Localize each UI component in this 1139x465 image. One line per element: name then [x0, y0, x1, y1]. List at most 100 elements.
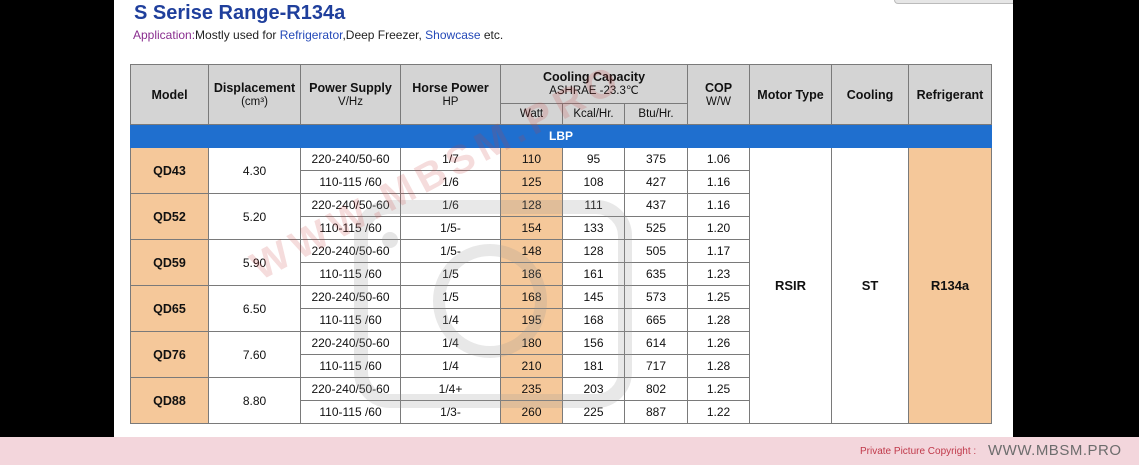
watt-cell: 180 — [500, 331, 563, 355]
btu-cell: 635 — [624, 262, 688, 286]
watt-cell: 148 — [500, 239, 563, 263]
footer-bar: Private Picture Copyright : WWW.MBSM.PRO — [0, 437, 1139, 465]
application-label: Application: — [133, 28, 196, 42]
table-row: QD43 4.30 220-240/50-60 1/7 110 95 375 1.06 RSIR… — [130, 147, 992, 424]
cop-cell: 1.16 — [687, 170, 750, 194]
horse-power-cell: 1/5- — [400, 216, 501, 240]
horse-power-cell: 1/7 — [400, 147, 501, 171]
application-text: Mostly used for — [195, 28, 280, 42]
col-header-watt: Watt — [500, 103, 563, 125]
btu-cell: 427 — [624, 170, 688, 194]
btu-cell: 525 — [624, 216, 688, 240]
btu-cell: 437 — [624, 193, 688, 217]
kcal-cell: 133 — [562, 216, 625, 240]
horse-power-cell: 1/6 — [400, 170, 501, 194]
btu-cell: 614 — [624, 331, 688, 355]
cop-cell: 1.25 — [687, 377, 750, 401]
kcal-cell: 156 — [562, 331, 625, 355]
horse-power-cell: 1/4 — [400, 354, 501, 378]
copyright-site: WWW.MBSM.PRO — [988, 442, 1122, 459]
power-supply-cell: 220-240/50-60 — [300, 193, 401, 217]
col-header-cooling: Cooling — [831, 64, 909, 125]
showcase-link[interactable]: Showcase — [425, 28, 481, 42]
kcal-cell: 128 — [562, 239, 625, 263]
col-header-motor-type: Motor Type — [749, 64, 832, 125]
table-row: 110-115 /60 1/6 125 108 427 1.16 — [131, 170, 992, 194]
table-row: 110-115 /60 1/3- 260 225 887 1.22 — [131, 400, 992, 424]
horse-power-cell: 1/5 — [400, 285, 501, 309]
power-supply-cell: 110-115 /60 — [300, 170, 401, 194]
cop-cell: 1.22 — [687, 400, 750, 424]
col-header-refrigerant: Refrigerant — [908, 64, 992, 125]
model-cell: QD43 — [130, 147, 209, 194]
btu-cell: 887 — [624, 400, 688, 424]
power-supply-cell: 220-240/50-60 — [300, 331, 401, 355]
watt-cell: 128 — [500, 193, 563, 217]
displacement-cell: 5.20 — [208, 193, 301, 240]
col-header-horse-power: Horse Power HP — [400, 64, 501, 125]
spec-sheet: S Serise Range-R134a Application:Mostly … — [114, 0, 1013, 437]
kcal-cell: 161 — [562, 262, 625, 286]
btu-cell: 665 — [624, 308, 688, 332]
refrigerator-link[interactable]: Refrigerator — [279, 28, 343, 42]
kcal-cell: 168 — [562, 308, 625, 332]
cop-cell: 1.20 — [687, 216, 750, 240]
power-supply-cell: 220-240/50-60 — [300, 377, 401, 401]
power-supply-cell: 220-240/50-60 — [300, 285, 401, 309]
col-header-power-supply: Power Supply V/Hz — [300, 64, 401, 125]
displacement-cell: 4.30 — [208, 147, 301, 194]
copyright-label: Private Picture Copyright : — [860, 446, 977, 457]
watt-cell: 110 — [500, 147, 563, 171]
power-supply-cell: 110-115 /60 — [300, 308, 401, 332]
watt-cell: 168 — [500, 285, 563, 309]
kcal-cell: 95 — [562, 147, 625, 171]
application-line: Application:Mostly used for Refrigerator… — [133, 28, 503, 42]
power-supply-cell: 110-115 /60 — [300, 262, 401, 286]
spec-table: Model Displacement (cm³) Power Supply V/Hz… — [130, 64, 992, 424]
btu-cell: 802 — [624, 377, 688, 401]
horse-power-cell: 1/4 — [400, 308, 501, 332]
btu-cell: 375 — [624, 147, 688, 171]
power-supply-cell: 110-115 /60 — [300, 400, 401, 424]
cop-cell: 1.17 — [687, 239, 750, 263]
page-title: S Serise Range-R134a — [134, 2, 346, 24]
lbp-band: LBP — [130, 124, 992, 148]
cop-cell: 1.26 — [687, 331, 750, 355]
cop-cell: 1.28 — [687, 308, 750, 332]
col-header-cooling-capacity: Cooling Capacity ASHRAE -23.3℃ — [500, 64, 688, 104]
kcal-cell: 181 — [562, 354, 625, 378]
model-cell: QD65 — [130, 285, 209, 332]
watt-cell: 235 — [500, 377, 563, 401]
displacement-cell: 7.60 — [208, 331, 301, 378]
application-text: etc. — [480, 28, 504, 42]
model-cell: QD88 — [130, 377, 209, 424]
watt-cell: 186 — [500, 262, 563, 286]
cop-cell: 1.06 — [687, 147, 750, 171]
refrigerant-cell: R134a — [908, 147, 992, 424]
col-header-cop: COP W/W — [687, 64, 750, 125]
watt-cell: 195 — [500, 308, 563, 332]
cop-cell: 1.28 — [687, 354, 750, 378]
kcal-cell: 108 — [562, 170, 625, 194]
horse-power-cell: 1/4+ — [400, 377, 501, 401]
col-header-displacement: Displacement (cm³) — [208, 64, 301, 125]
horse-power-cell: 1/3- — [400, 400, 501, 424]
model-cell: QD52 — [130, 193, 209, 240]
horse-power-cell: 1/5 — [400, 262, 501, 286]
cop-cell: 1.23 — [687, 262, 750, 286]
table-row: 110-115 /60 1/5- 154 133 525 1.20 — [131, 216, 992, 240]
application-text: ,Deep Freezer, — [342, 28, 426, 42]
watt-cell: 125 — [500, 170, 563, 194]
table-row: QD88 8.80 220-240/50-60 1/4+ 235 203 802 1.25 — [130, 377, 992, 424]
kcal-cell: 225 — [562, 400, 625, 424]
col-header-btu: Btu/Hr. — [624, 103, 688, 125]
power-supply-cell: 220-240/50-60 — [300, 239, 401, 263]
kcal-cell: 111 — [562, 193, 625, 217]
browser-search-bar-edge — [894, 0, 1013, 4]
power-supply-cell: 220-240/50-60 — [300, 147, 401, 171]
model-cell: QD76 — [130, 331, 209, 378]
btu-cell: 717 — [624, 354, 688, 378]
watt-cell: 210 — [500, 354, 563, 378]
table-row: 110-115 /60 1/4 195 168 665 1.28 — [131, 308, 992, 332]
table-row: QD52 5.20 220-240/50-60 1/6 128 111 437 1.16 — [130, 193, 992, 240]
